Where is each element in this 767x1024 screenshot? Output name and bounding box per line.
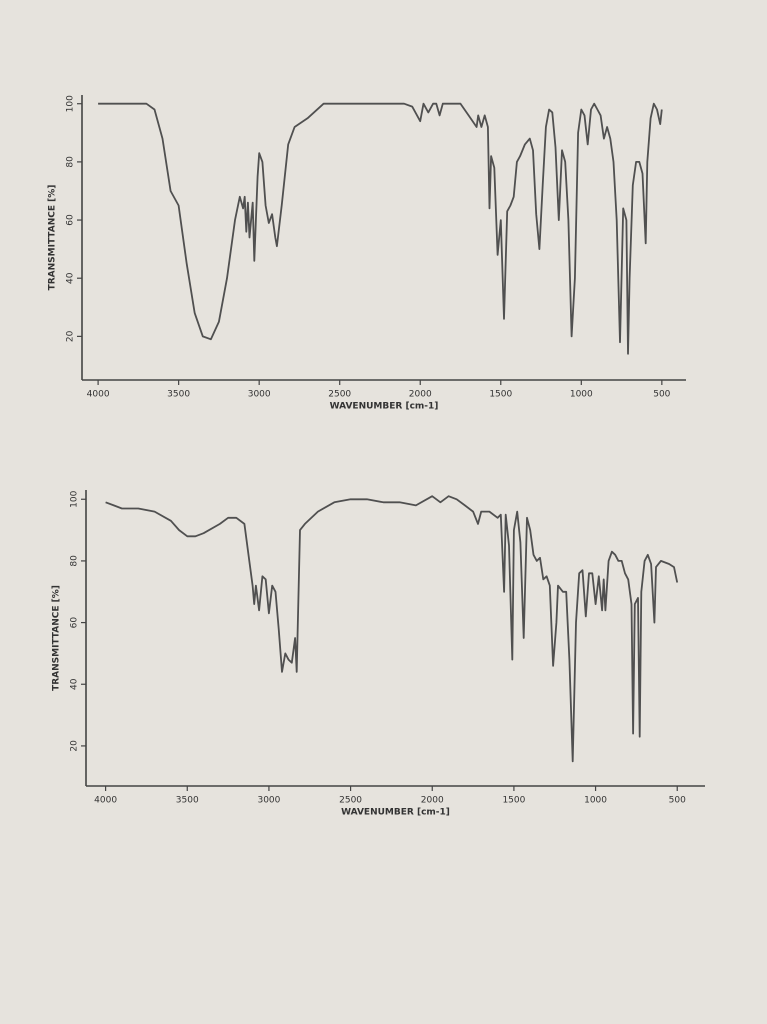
x-tick-label: 500 [669,796,686,806]
x-tick-label: 1500 [489,390,512,400]
x-tick-label: 4000 [94,796,117,806]
x-tick-label: 2000 [409,390,432,400]
x-axis-label: WAVENUMBER [cm-1] [341,808,450,818]
y-tick-label: 40 [66,272,76,284]
y-axis-label: TRANSMITTANCE [%] [52,585,62,691]
y-tick-label: 100 [70,490,80,507]
y-tick-label: 60 [66,214,76,226]
x-axis-label: WAVENUMBER [cm-1] [330,402,439,412]
x-tick-label: 4000 [87,390,110,400]
x-tick-label: 3500 [167,390,190,400]
y-tick-label: 20 [70,740,80,752]
x-tick-label: 3000 [257,796,280,806]
x-tick-label: 1500 [502,796,525,806]
y-tick-label: 80 [66,156,76,168]
y-tick-label: 20 [66,330,76,342]
x-tick-label: 2000 [421,796,444,806]
x-tick-label: 1000 [570,390,593,400]
x-tick-label: 3500 [176,796,199,806]
y-tick-label: 80 [70,555,80,567]
spectrum-line [98,102,663,355]
spectrum-line [105,495,679,763]
x-tick-label: 3000 [248,390,271,400]
y-tick-label: 60 [70,617,80,629]
x-tick-label: 2500 [328,390,351,400]
x-tick-label: 2500 [339,796,362,806]
x-tick-label: 1000 [584,796,607,806]
x-tick-label: 500 [653,390,670,400]
y-tick-label: 40 [70,678,80,690]
y-tick-label: 100 [66,95,76,112]
y-axis-label: TRANSMITTANCE [%] [48,185,58,291]
